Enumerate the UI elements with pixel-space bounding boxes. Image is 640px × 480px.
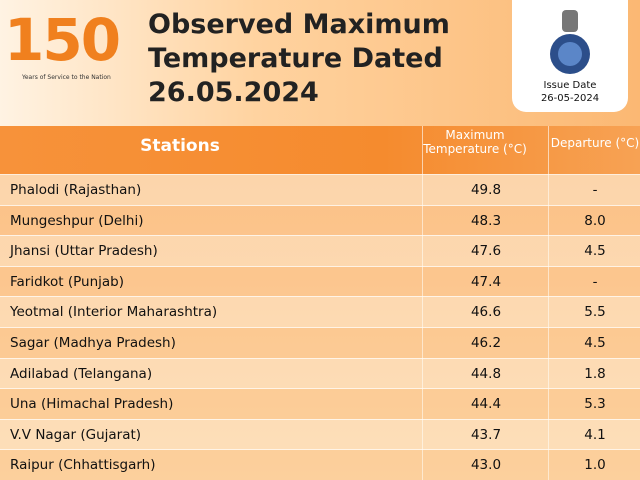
issue-label: Issue Date xyxy=(543,80,597,91)
cell-value: 4.5 xyxy=(584,335,606,351)
station-name: Yeotmal (Interior Maharashtra) xyxy=(10,304,218,321)
cell-value: 48.3 xyxy=(470,212,502,229)
table-row: Sagar (Madhya Pradesh) 46.2 4.5 xyxy=(0,327,640,359)
title: Observed Maximum Temperature Dated 26.05… xyxy=(148,9,450,108)
cell-value: 1.8 xyxy=(584,365,606,382)
station-name: Raipur (Chhattisgarh) xyxy=(10,457,156,474)
station-name: Faridkot (Punjab) xyxy=(10,273,124,290)
column-header: Stations xyxy=(140,136,220,156)
cell-value: - xyxy=(592,182,598,198)
cell-value: 43.0 xyxy=(470,457,502,474)
station-name: Una (Himachal Pradesh) xyxy=(10,396,174,413)
cell-value: 8.0 xyxy=(584,212,606,229)
station-name: Phalodi (Rajasthan) xyxy=(10,182,142,198)
cell-value: 4.1 xyxy=(584,426,606,443)
cell-value: 44.8 xyxy=(470,365,502,382)
cell-value: 5.3 xyxy=(584,396,606,413)
cell-value: - xyxy=(592,273,598,290)
logo: 150 Years of Service to the Nation xyxy=(4,6,121,96)
table-row: V.V Nagar (Gujarat) 43.7 4.1 xyxy=(0,418,640,451)
station-name: Mungeshpur (Delhi) xyxy=(10,212,144,229)
column-header: Maximum Temperature (°C) xyxy=(423,128,527,156)
cell-value: 46.6 xyxy=(470,304,502,321)
cell-value: 5.5 xyxy=(584,304,606,321)
table-row: Mungeshpur (Delhi) 48.3 8.0 xyxy=(0,204,640,237)
table-row: Adilabad (Telangana) 44.8 1.8 xyxy=(0,357,640,390)
logo-tagline: Years of Service to the Nation xyxy=(22,74,111,81)
cell-value: 44.4 xyxy=(470,396,502,413)
station-name: Sagar (Madhya Pradesh) xyxy=(10,335,176,351)
table-row: Faridkot (Punjab) 47.4 - xyxy=(0,265,640,298)
table-header: Stations Maximum Temperature (°C) Depart… xyxy=(0,126,640,174)
cell-value: 4.5 xyxy=(584,243,606,260)
logo-number: 150 xyxy=(4,6,121,74)
station-name: V.V Nagar (Gujarat) xyxy=(10,426,142,443)
emblem xyxy=(550,10,590,74)
station-name: Adilabad (Telangana) xyxy=(10,365,153,382)
column-header: Departure (°C) xyxy=(550,136,640,150)
cell-value: 49.8 xyxy=(470,182,502,198)
header: 150 Years of Service to the Nation Obser… xyxy=(0,0,640,126)
table-row: Phalodi (Rajasthan) 49.8 - xyxy=(0,174,640,206)
table-row: Jhansi (Uttar Pradesh) 47.6 4.5 xyxy=(0,235,640,267)
cell-value: 43.7 xyxy=(470,426,502,443)
station-name: Jhansi (Uttar Pradesh) xyxy=(10,243,158,260)
cell-value: 47.4 xyxy=(470,273,502,290)
cell-value: 46.2 xyxy=(470,335,502,351)
table-row: Raipur (Chhattisgarh) 43.0 1.0 xyxy=(0,449,640,480)
cell-value: 1.0 xyxy=(584,457,606,474)
issue-date: 26-05-2024 xyxy=(540,93,600,104)
table-row: Yeotmal (Interior Maharashtra) 46.6 5.5 xyxy=(0,296,640,328)
table-row: Una (Himachal Pradesh) 44.4 5.3 xyxy=(0,388,640,420)
cell-value: 47.6 xyxy=(470,243,502,260)
emblem-card: Issue Date 26-05-2024 xyxy=(512,0,628,112)
